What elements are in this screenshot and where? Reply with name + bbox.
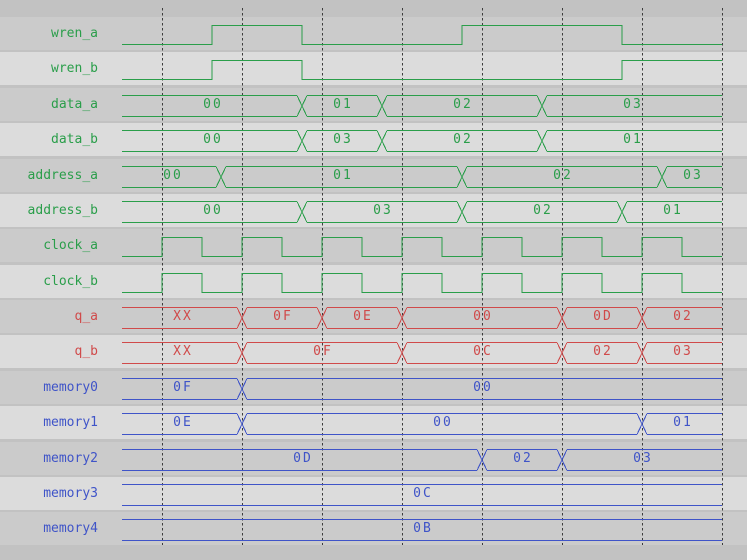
signal-name-clock_a[interactable]: clock_a bbox=[43, 238, 98, 253]
waveform-data_b bbox=[122, 130, 722, 152]
signal-row-band bbox=[0, 88, 747, 121]
waveform-address_b bbox=[122, 201, 722, 223]
bus-value-label: 00 bbox=[203, 97, 223, 112]
signal-name-memory4[interactable]: memory4 bbox=[43, 521, 98, 536]
bus-value-label: 03 bbox=[333, 132, 353, 147]
waveform-memory0 bbox=[122, 378, 722, 400]
bus-value-label: XX bbox=[173, 309, 193, 324]
signal-name-address_a[interactable]: address_a bbox=[27, 168, 98, 183]
signal-name-q_a[interactable]: q_a bbox=[74, 309, 98, 324]
bus-value-label: 01 bbox=[673, 415, 693, 430]
bus-value-label: 02 bbox=[453, 97, 473, 112]
bus-value-label: 00 bbox=[203, 203, 223, 218]
signal-row-band bbox=[0, 406, 747, 439]
bus-value-label: 0B bbox=[413, 521, 433, 536]
waveform-wren_a bbox=[122, 25, 722, 45]
signal-name-wren_a[interactable]: wren_a bbox=[51, 26, 98, 41]
bus-value-label: 02 bbox=[513, 451, 533, 466]
bus-value-label: 03 bbox=[673, 344, 693, 359]
bus-value-label: 01 bbox=[333, 97, 353, 112]
bus-value-label: 0E bbox=[173, 415, 193, 430]
bus-value-label: 01 bbox=[663, 203, 683, 218]
waveform-address_a bbox=[122, 166, 722, 188]
waveform-q_a bbox=[122, 307, 722, 329]
bus-value-label: 03 bbox=[623, 97, 643, 112]
bus-value-label: 02 bbox=[593, 344, 613, 359]
bus-value-label: 03 bbox=[683, 168, 703, 183]
signal-name-wren_b[interactable]: wren_b bbox=[51, 61, 98, 76]
bus-value-label: 00 bbox=[203, 132, 223, 147]
signal-name-data_a[interactable]: data_a bbox=[51, 97, 98, 112]
waveform-memory1 bbox=[122, 413, 722, 435]
signal-row-band bbox=[0, 335, 747, 368]
bus-value-label: 02 bbox=[533, 203, 553, 218]
signal-row-band bbox=[0, 159, 747, 192]
signal-name-clock_b[interactable]: clock_b bbox=[43, 274, 98, 289]
bus-value-label: 03 bbox=[373, 203, 393, 218]
signal-row-band bbox=[0, 512, 747, 545]
bus-value-label: 03 bbox=[633, 451, 653, 466]
bus-value-label: 01 bbox=[333, 168, 353, 183]
bus-value-label: XX bbox=[173, 344, 193, 359]
signal-name-memory1[interactable]: memory1 bbox=[43, 415, 98, 430]
signal-name-q_b[interactable]: q_b bbox=[74, 344, 98, 359]
signal-name-memory2[interactable]: memory2 bbox=[43, 451, 98, 466]
bus-value-label: 0E bbox=[353, 309, 373, 324]
bus-value-label: 0F bbox=[273, 309, 293, 324]
bus-value-label: 0F bbox=[173, 380, 193, 395]
waveform-q_b bbox=[122, 342, 722, 364]
bus-value-label: 02 bbox=[453, 132, 473, 147]
signal-row-band bbox=[0, 371, 747, 404]
waveform-data_a bbox=[122, 95, 722, 117]
bus-value-label: 00 bbox=[433, 415, 453, 430]
bus-value-label: 0C bbox=[473, 344, 493, 359]
signal-name-memory3[interactable]: memory3 bbox=[43, 486, 98, 501]
signal-row-band bbox=[0, 442, 747, 475]
bus-value-label: 0D bbox=[293, 451, 313, 466]
waveform-wren_b bbox=[122, 60, 722, 80]
bus-value-label: 01 bbox=[623, 132, 643, 147]
signal-name-memory0[interactable]: memory0 bbox=[43, 380, 98, 395]
bus-value-label: 0F bbox=[313, 344, 333, 359]
bus-value-label: 00 bbox=[473, 309, 493, 324]
waveform-clock_a bbox=[122, 237, 722, 257]
bus-value-label: 0C bbox=[413, 486, 433, 501]
bus-value-label: 0D bbox=[593, 309, 613, 324]
signal-name-data_b[interactable]: data_b bbox=[51, 132, 98, 147]
signal-row-band bbox=[0, 477, 747, 510]
waveform-clock_b bbox=[122, 273, 722, 293]
waveform-memory4 bbox=[122, 519, 722, 541]
bus-value-label: 00 bbox=[473, 380, 493, 395]
signal-name-address_b[interactable]: address_b bbox=[27, 203, 98, 218]
bus-value-label: 02 bbox=[673, 309, 693, 324]
bus-value-label: 00 bbox=[163, 168, 183, 183]
bus-value-label: 02 bbox=[553, 168, 573, 183]
signal-row-band bbox=[0, 123, 747, 156]
waveform-memory2 bbox=[122, 449, 722, 471]
waveform-memory3 bbox=[122, 484, 722, 506]
signal-row-band bbox=[0, 300, 747, 333]
